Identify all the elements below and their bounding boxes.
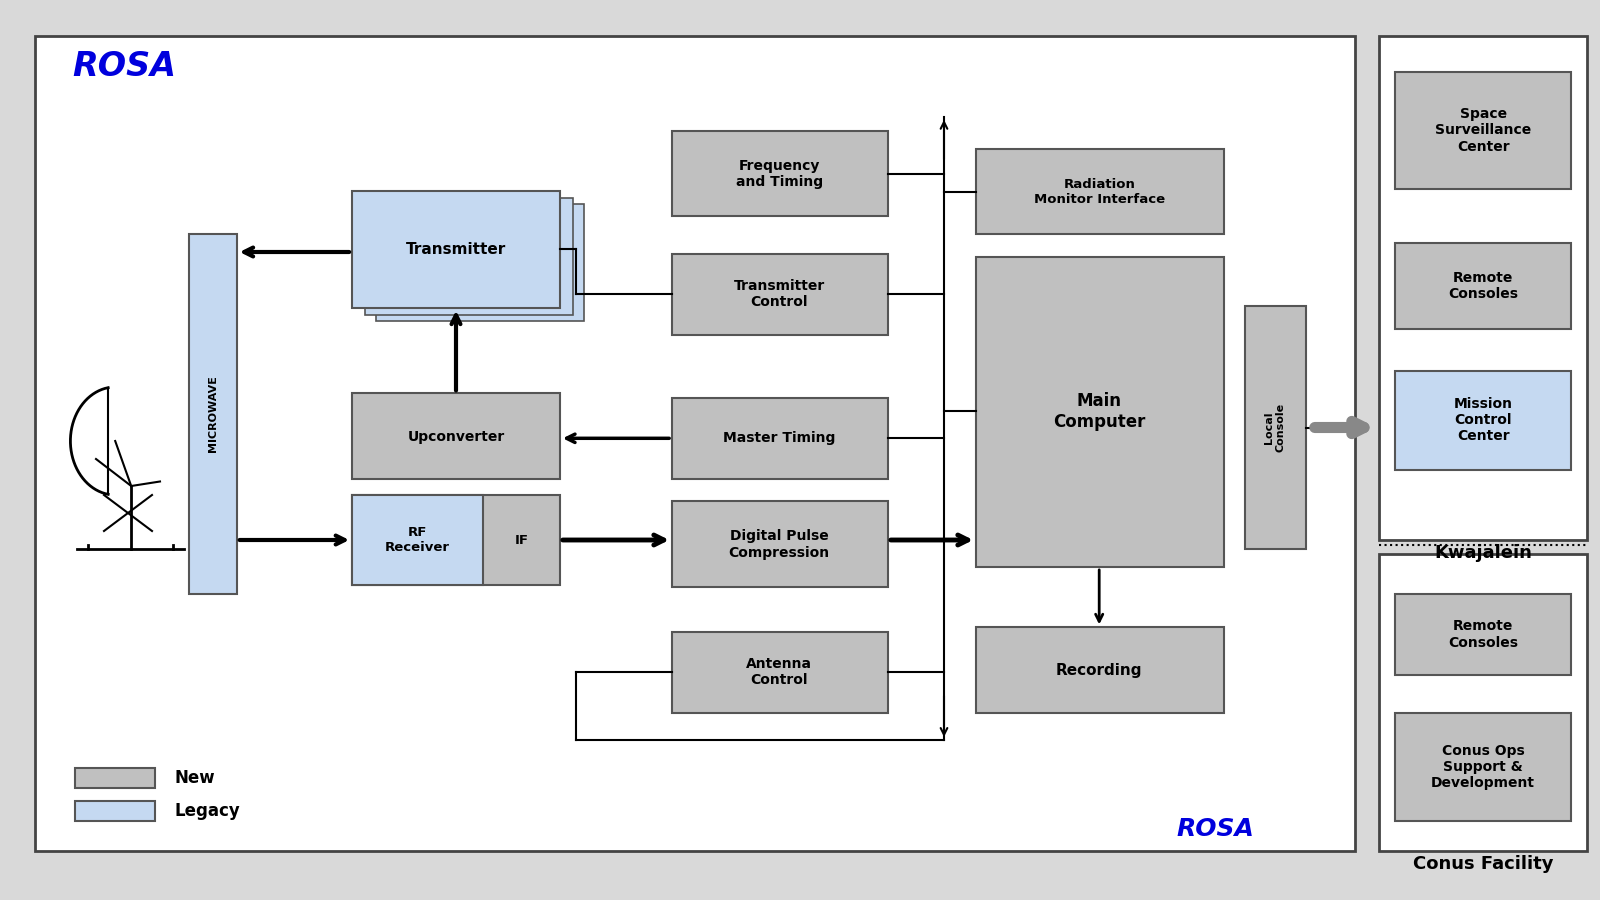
FancyBboxPatch shape [352,393,560,479]
Text: Remote
Consoles: Remote Consoles [1448,619,1518,650]
FancyBboxPatch shape [672,254,888,335]
FancyBboxPatch shape [189,234,237,594]
Text: Transmitter
Control: Transmitter Control [733,279,826,310]
Text: IF: IF [515,534,528,546]
FancyBboxPatch shape [672,632,888,713]
Text: Transmitter: Transmitter [406,242,506,256]
FancyBboxPatch shape [976,256,1224,567]
FancyBboxPatch shape [352,191,560,308]
FancyBboxPatch shape [35,36,1355,850]
Text: Radiation
Monitor Interface: Radiation Monitor Interface [1034,177,1165,206]
FancyBboxPatch shape [672,501,888,587]
Text: MICROWAVE: MICROWAVE [208,375,218,453]
FancyBboxPatch shape [352,495,483,585]
Text: Remote
Consoles: Remote Consoles [1448,271,1518,302]
Text: Conus Ops
Support &
Development: Conus Ops Support & Development [1432,743,1536,790]
Text: Mission
Control
Center: Mission Control Center [1454,397,1512,444]
Text: Recording: Recording [1056,663,1142,678]
Text: Local
Console: Local Console [1264,403,1286,452]
Text: Digital Pulse
Compression: Digital Pulse Compression [728,529,830,560]
Text: Space
Surveillance
Center: Space Surveillance Center [1435,107,1531,154]
FancyBboxPatch shape [672,130,888,216]
Text: Legacy: Legacy [174,802,240,820]
Text: New: New [174,769,214,787]
Text: RF
Receiver: RF Receiver [386,526,450,554]
FancyBboxPatch shape [352,495,560,585]
Text: Conus Facility: Conus Facility [1413,855,1554,873]
FancyBboxPatch shape [75,768,155,788]
Text: Frequency
and Timing: Frequency and Timing [736,158,822,189]
Text: Kwajalein: Kwajalein [1434,544,1533,562]
FancyBboxPatch shape [976,148,1224,234]
FancyBboxPatch shape [365,198,573,315]
Text: Upconverter: Upconverter [408,429,504,444]
FancyBboxPatch shape [1395,371,1571,470]
FancyBboxPatch shape [1379,36,1587,540]
FancyBboxPatch shape [376,204,584,321]
Text: ROSA: ROSA [72,50,176,83]
Text: ROSA: ROSA [1176,817,1254,842]
Text: Master Timing: Master Timing [723,431,835,446]
FancyBboxPatch shape [672,398,888,479]
FancyBboxPatch shape [1245,306,1306,549]
FancyBboxPatch shape [75,801,155,821]
FancyBboxPatch shape [1395,243,1571,328]
FancyBboxPatch shape [976,627,1224,713]
Text: Antenna
Control: Antenna Control [746,657,813,688]
Text: Main
Computer: Main Computer [1053,392,1146,431]
FancyBboxPatch shape [1395,713,1571,821]
FancyBboxPatch shape [1379,554,1587,850]
FancyBboxPatch shape [1395,594,1571,675]
FancyBboxPatch shape [1395,72,1571,189]
